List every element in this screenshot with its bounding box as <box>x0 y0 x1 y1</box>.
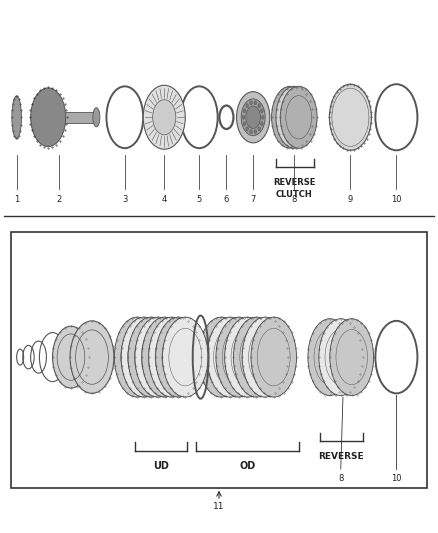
Ellipse shape <box>93 108 100 127</box>
Text: 9: 9 <box>348 195 353 204</box>
Text: 7: 7 <box>251 195 256 204</box>
Ellipse shape <box>254 101 257 105</box>
Ellipse shape <box>280 86 317 148</box>
Ellipse shape <box>276 86 313 148</box>
Ellipse shape <box>319 319 363 395</box>
Ellipse shape <box>261 115 264 119</box>
Ellipse shape <box>243 109 246 113</box>
Ellipse shape <box>237 92 270 143</box>
Text: 10: 10 <box>391 474 402 483</box>
Ellipse shape <box>121 317 167 397</box>
Ellipse shape <box>198 317 244 397</box>
Ellipse shape <box>258 127 261 131</box>
Ellipse shape <box>241 99 265 136</box>
Ellipse shape <box>142 317 187 397</box>
Ellipse shape <box>53 326 89 388</box>
Text: 1: 1 <box>14 195 19 204</box>
Ellipse shape <box>153 100 176 135</box>
Text: 6: 6 <box>224 195 229 204</box>
Text: REVERSE: REVERSE <box>318 452 364 461</box>
Ellipse shape <box>135 317 180 397</box>
Ellipse shape <box>308 319 352 395</box>
Ellipse shape <box>261 109 263 113</box>
Text: 5: 5 <box>197 195 202 204</box>
Text: 4: 4 <box>162 195 167 204</box>
Ellipse shape <box>149 317 194 397</box>
Ellipse shape <box>242 115 245 119</box>
Ellipse shape <box>329 84 371 150</box>
Bar <box>65 112 98 123</box>
Ellipse shape <box>155 317 201 397</box>
Text: 8: 8 <box>338 474 343 483</box>
Ellipse shape <box>250 130 252 134</box>
Text: 8: 8 <box>292 195 297 204</box>
Ellipse shape <box>31 88 66 147</box>
Ellipse shape <box>162 317 208 397</box>
Ellipse shape <box>251 317 297 397</box>
Ellipse shape <box>330 319 374 395</box>
Ellipse shape <box>243 122 246 126</box>
Ellipse shape <box>114 317 160 397</box>
Ellipse shape <box>70 321 114 393</box>
Ellipse shape <box>254 130 257 134</box>
Ellipse shape <box>242 317 288 397</box>
Ellipse shape <box>261 122 263 126</box>
Ellipse shape <box>128 317 173 397</box>
Ellipse shape <box>272 86 308 148</box>
Ellipse shape <box>233 317 279 397</box>
Text: 2: 2 <box>57 195 62 204</box>
Ellipse shape <box>143 85 185 149</box>
Text: OD: OD <box>239 461 256 471</box>
FancyBboxPatch shape <box>11 232 427 488</box>
Ellipse shape <box>246 103 248 108</box>
Text: UD: UD <box>153 461 169 471</box>
Text: 10: 10 <box>391 195 402 204</box>
Ellipse shape <box>246 127 248 131</box>
Text: 3: 3 <box>122 195 127 204</box>
Ellipse shape <box>12 96 21 139</box>
Ellipse shape <box>246 106 261 128</box>
Ellipse shape <box>250 101 252 105</box>
Ellipse shape <box>258 103 261 108</box>
Ellipse shape <box>225 317 270 397</box>
Ellipse shape <box>207 317 253 397</box>
Text: 11: 11 <box>213 502 225 511</box>
Text: REVERSE
CLUTCH: REVERSE CLUTCH <box>273 178 315 199</box>
Ellipse shape <box>216 317 261 397</box>
